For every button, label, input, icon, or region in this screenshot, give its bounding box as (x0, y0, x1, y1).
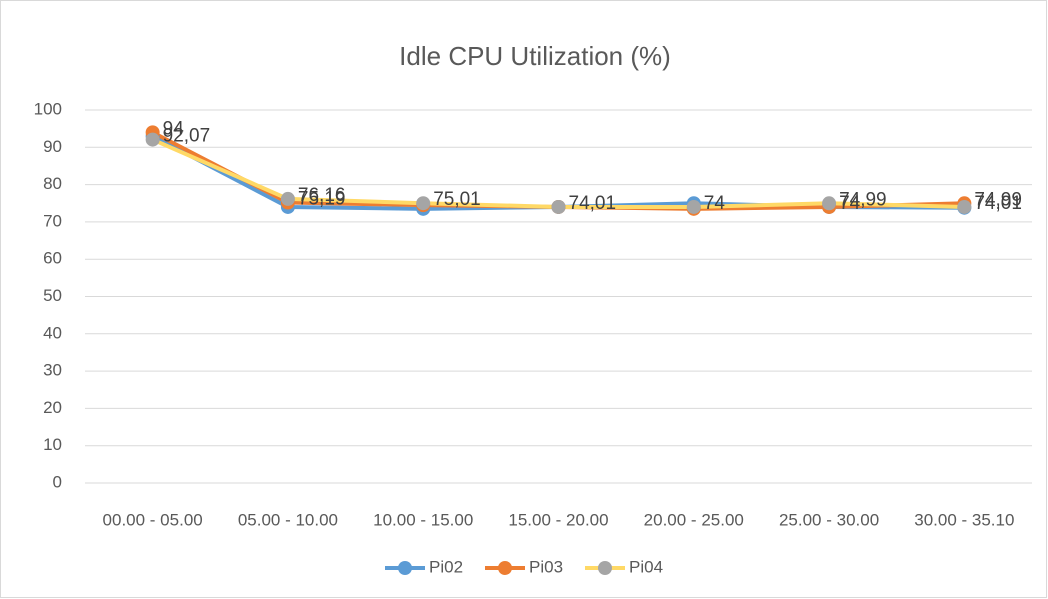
y-tick-label: 20 (43, 398, 62, 417)
legend-label: Pi04 (629, 557, 663, 576)
data-label: 74,01 (569, 193, 617, 214)
series-marker (280, 191, 295, 206)
y-tick-label: 60 (43, 249, 62, 268)
y-tick-label: 0 (53, 472, 62, 491)
x-tick-label: 25.00 - 30.00 (779, 510, 879, 529)
data-label: 75,19 (298, 189, 346, 210)
y-tick-label: 30 (43, 361, 62, 380)
chart-title: Idle CPU Utilization (%) (399, 41, 671, 71)
legend-label: Pi03 (529, 557, 563, 576)
y-tick-label: 80 (43, 174, 62, 193)
y-tick-label: 50 (43, 286, 62, 305)
data-label: 74,99 (839, 189, 887, 210)
data-label: 74 (839, 193, 861, 214)
x-tick-label: 00.00 - 05.00 (103, 510, 203, 529)
y-tick-label: 40 (43, 323, 62, 342)
x-tick-label: 20.00 - 25.00 (644, 510, 744, 529)
y-tick-label: 70 (43, 211, 62, 230)
legend-marker (398, 561, 412, 575)
x-tick-label: 30.00 - 35.10 (914, 510, 1014, 529)
series-marker (145, 132, 160, 147)
series-marker (957, 199, 972, 214)
data-label: 94 (163, 118, 185, 139)
legend-label: Pi02 (429, 557, 463, 576)
y-tick-label: 10 (43, 435, 62, 454)
y-tick-label: 100 (34, 99, 62, 118)
data-label: 74,99 (974, 189, 1022, 210)
series-marker (822, 196, 837, 211)
legend-marker (598, 561, 612, 575)
series-marker (416, 196, 431, 211)
y-tick-label: 90 (43, 137, 62, 156)
legend-marker (498, 561, 512, 575)
data-label: 75,01 (433, 189, 481, 210)
data-label: 92,07 (163, 126, 211, 147)
x-tick-label: 10.00 - 15.00 (373, 510, 473, 529)
data-label: 76,16 (298, 185, 346, 206)
series-marker (551, 199, 566, 214)
series-marker (686, 199, 701, 214)
x-tick-label: 05.00 - 10.00 (238, 510, 338, 529)
data-label: 74,01 (974, 193, 1022, 214)
data-label: 74 (704, 193, 726, 214)
x-tick-label: 15.00 - 20.00 (508, 510, 608, 529)
